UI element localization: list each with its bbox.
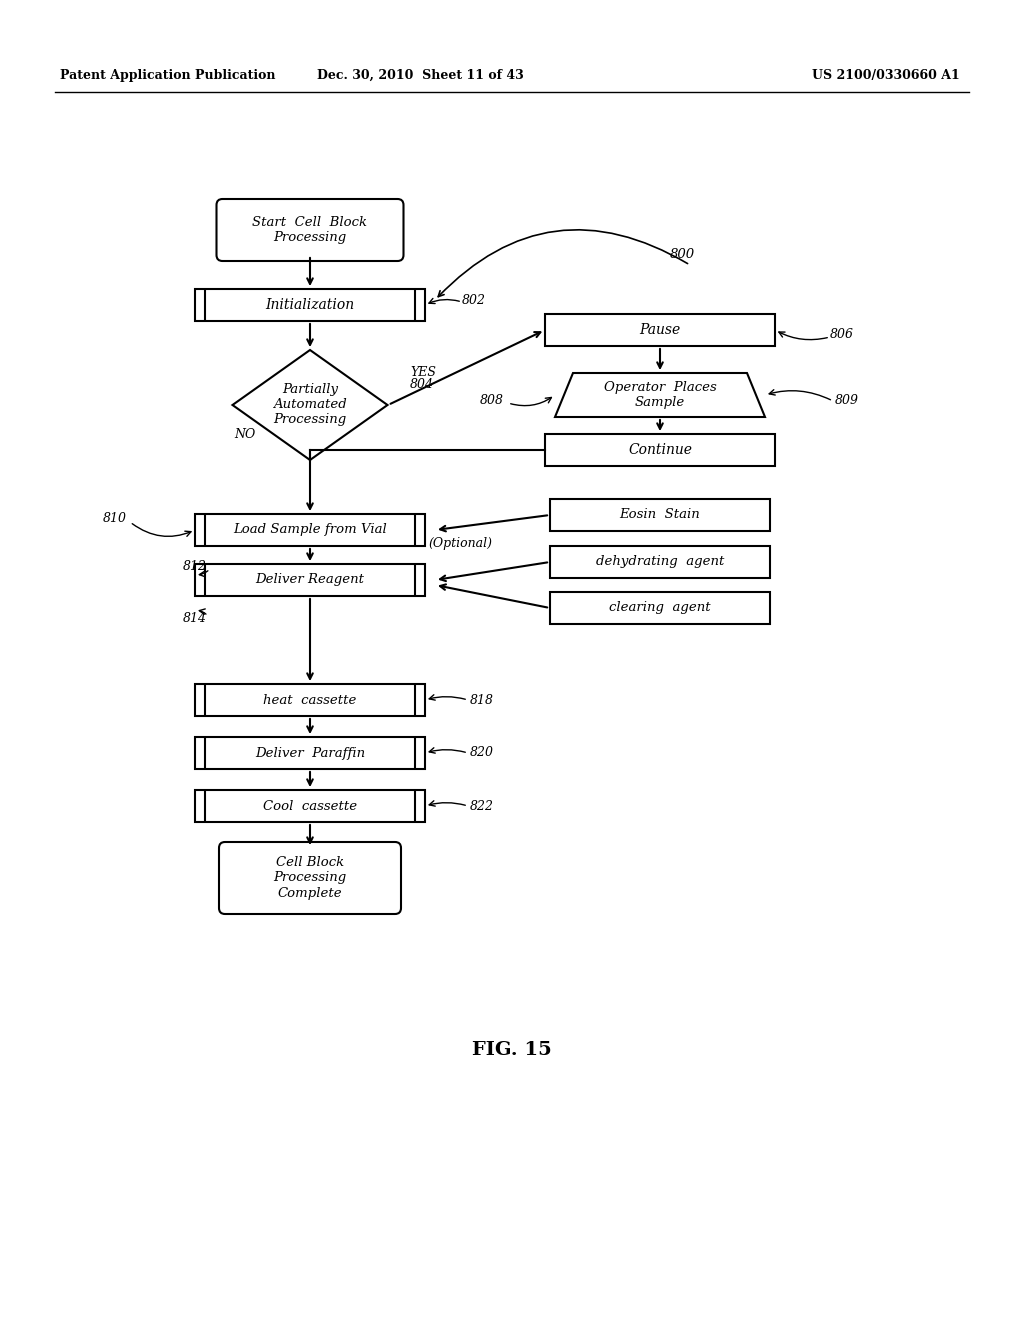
Bar bbox=[195, 513, 425, 546]
Text: 808: 808 bbox=[480, 393, 504, 407]
FancyBboxPatch shape bbox=[216, 199, 403, 261]
Bar bbox=[545, 314, 775, 346]
Text: Pause: Pause bbox=[639, 323, 681, 337]
Text: 822: 822 bbox=[470, 800, 494, 813]
Text: Cell Block
Processing
Complete: Cell Block Processing Complete bbox=[273, 857, 347, 899]
Text: NO: NO bbox=[234, 429, 256, 441]
Bar bbox=[550, 499, 770, 531]
Text: Dec. 30, 2010  Sheet 11 of 43: Dec. 30, 2010 Sheet 11 of 43 bbox=[316, 69, 523, 82]
Text: FIG. 15: FIG. 15 bbox=[472, 1041, 552, 1059]
Text: Load Sample from Vial: Load Sample from Vial bbox=[233, 524, 387, 536]
Text: 820: 820 bbox=[470, 747, 494, 759]
Text: dehydrating  agent: dehydrating agent bbox=[596, 556, 724, 569]
Text: 812: 812 bbox=[183, 560, 207, 573]
Text: Continue: Continue bbox=[628, 444, 692, 457]
Polygon shape bbox=[232, 350, 387, 459]
Bar bbox=[550, 591, 770, 624]
Text: clearing  agent: clearing agent bbox=[609, 602, 711, 615]
Bar bbox=[195, 737, 425, 770]
Text: 809: 809 bbox=[835, 393, 859, 407]
Text: 802: 802 bbox=[462, 293, 486, 306]
Text: 814: 814 bbox=[183, 611, 207, 624]
FancyBboxPatch shape bbox=[219, 842, 401, 913]
Text: 806: 806 bbox=[830, 329, 854, 342]
Text: 810: 810 bbox=[103, 511, 127, 524]
Bar bbox=[195, 684, 425, 715]
Text: Deliver Reagent: Deliver Reagent bbox=[256, 573, 365, 586]
Bar bbox=[195, 789, 425, 822]
Text: 818: 818 bbox=[470, 693, 494, 706]
Text: YES: YES bbox=[410, 367, 436, 380]
Text: Operator  Places
Sample: Operator Places Sample bbox=[603, 381, 717, 409]
Text: Patent Application Publication: Patent Application Publication bbox=[60, 69, 275, 82]
Text: 804: 804 bbox=[410, 379, 434, 392]
Text: heat  cassette: heat cassette bbox=[263, 693, 356, 706]
Bar bbox=[195, 564, 425, 597]
Text: (Optional): (Optional) bbox=[428, 536, 492, 549]
Text: Eosin  Stain: Eosin Stain bbox=[620, 508, 700, 521]
Text: Partially
Automated
Processing: Partially Automated Processing bbox=[273, 384, 347, 426]
Bar bbox=[195, 289, 425, 321]
Bar bbox=[545, 434, 775, 466]
Text: Cool  cassette: Cool cassette bbox=[263, 800, 357, 813]
Text: 800: 800 bbox=[670, 248, 695, 261]
Text: Start  Cell  Block
Processing: Start Cell Block Processing bbox=[253, 216, 368, 244]
Polygon shape bbox=[555, 374, 765, 417]
Text: US 2100/0330660 A1: US 2100/0330660 A1 bbox=[812, 69, 961, 82]
Text: Deliver  Paraffin: Deliver Paraffin bbox=[255, 747, 366, 759]
Text: Initialization: Initialization bbox=[265, 298, 354, 312]
Bar bbox=[550, 546, 770, 578]
